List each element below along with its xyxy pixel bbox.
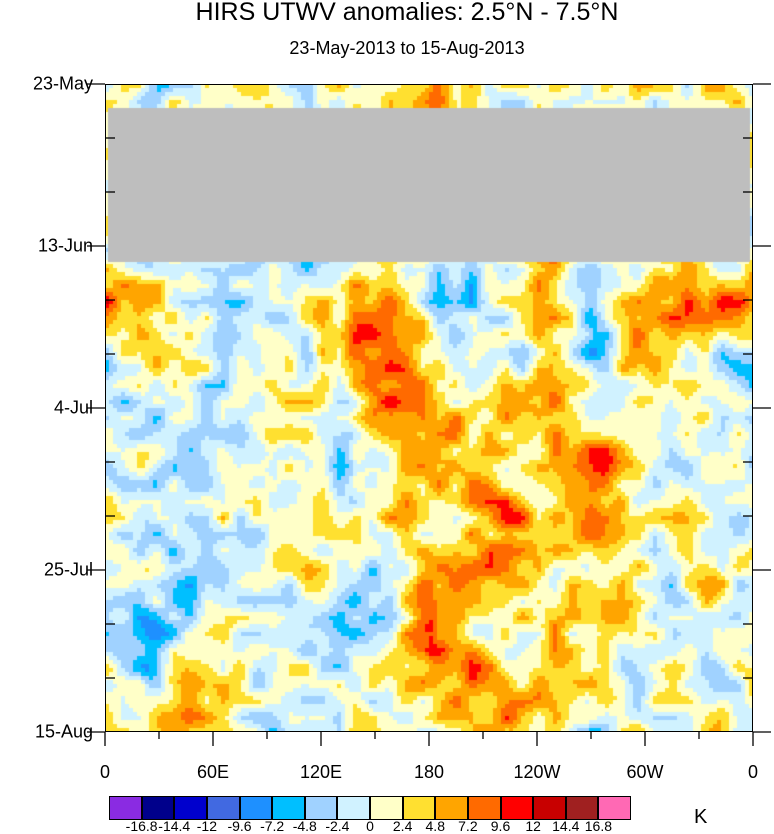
colorbar-label: 4.8 (425, 818, 445, 834)
x-tick-label: 60E (196, 762, 230, 782)
colorbar-box (370, 796, 403, 820)
colorbar-label: -9.6 (227, 818, 252, 834)
x-tick-label: 180 (413, 762, 445, 782)
colorbar-label: 16.8 (584, 818, 612, 834)
x-tick-label: 0 (747, 762, 759, 782)
colorbar-box (109, 796, 142, 820)
colorbar-label: -4.8 (292, 818, 317, 834)
colorbar-label: 7.2 (458, 818, 478, 834)
colorbar-box (533, 796, 566, 820)
x-tick-label: 120W (513, 762, 561, 782)
plot-frame (105, 84, 753, 732)
colorbar-label: -7.2 (260, 818, 285, 834)
colorbar-label: -2.4 (325, 818, 350, 834)
colorbar-label: 12 (525, 818, 541, 834)
colorbar-label: -14.4 (158, 818, 191, 834)
colorbar-box (239, 796, 273, 820)
colorbar-label: -12 (196, 818, 217, 834)
chart-subtitle: 23-May-2013 to 15-Aug-2013 (289, 38, 525, 58)
colorbar-label: -16.8 (125, 818, 158, 834)
colorbar-box (174, 796, 207, 820)
colorbar-box (272, 796, 305, 820)
y-tick-label: 15-Aug (34, 721, 93, 742)
y-tick-label: 4-Jul (53, 397, 93, 418)
colorbar-box (337, 796, 370, 820)
colorbar-box (206, 796, 240, 820)
colorbar-box (500, 796, 534, 820)
colorbar-box (141, 796, 175, 820)
colorbar-box (467, 796, 501, 820)
colorbar-unit: K (694, 806, 708, 828)
colorbar-label: 9.6 (490, 818, 511, 834)
y-tick-label: 13-Jun (37, 235, 93, 256)
colorbar-box (565, 796, 599, 820)
colorbar-box (598, 796, 631, 820)
colorbar-label: 14.4 (552, 818, 580, 834)
heatmap-field (105, 84, 753, 732)
colorbar-label: 0 (366, 818, 374, 834)
y-tick-label: 25-Jul (43, 559, 93, 580)
chart-title: HIRS UTWV anomalies: 2.5°N - 7.5°N (195, 0, 619, 26)
colorbar-box (304, 796, 338, 820)
y-tick-label: 23-May (32, 73, 93, 94)
x-tick-label: 0 (99, 762, 111, 782)
colorbar-box (402, 796, 436, 820)
x-tick-label: 120E (299, 762, 343, 782)
colorbar-label: 2.4 (392, 818, 413, 834)
x-tick-label: 60W (626, 762, 664, 782)
colorbar-box (435, 796, 468, 820)
